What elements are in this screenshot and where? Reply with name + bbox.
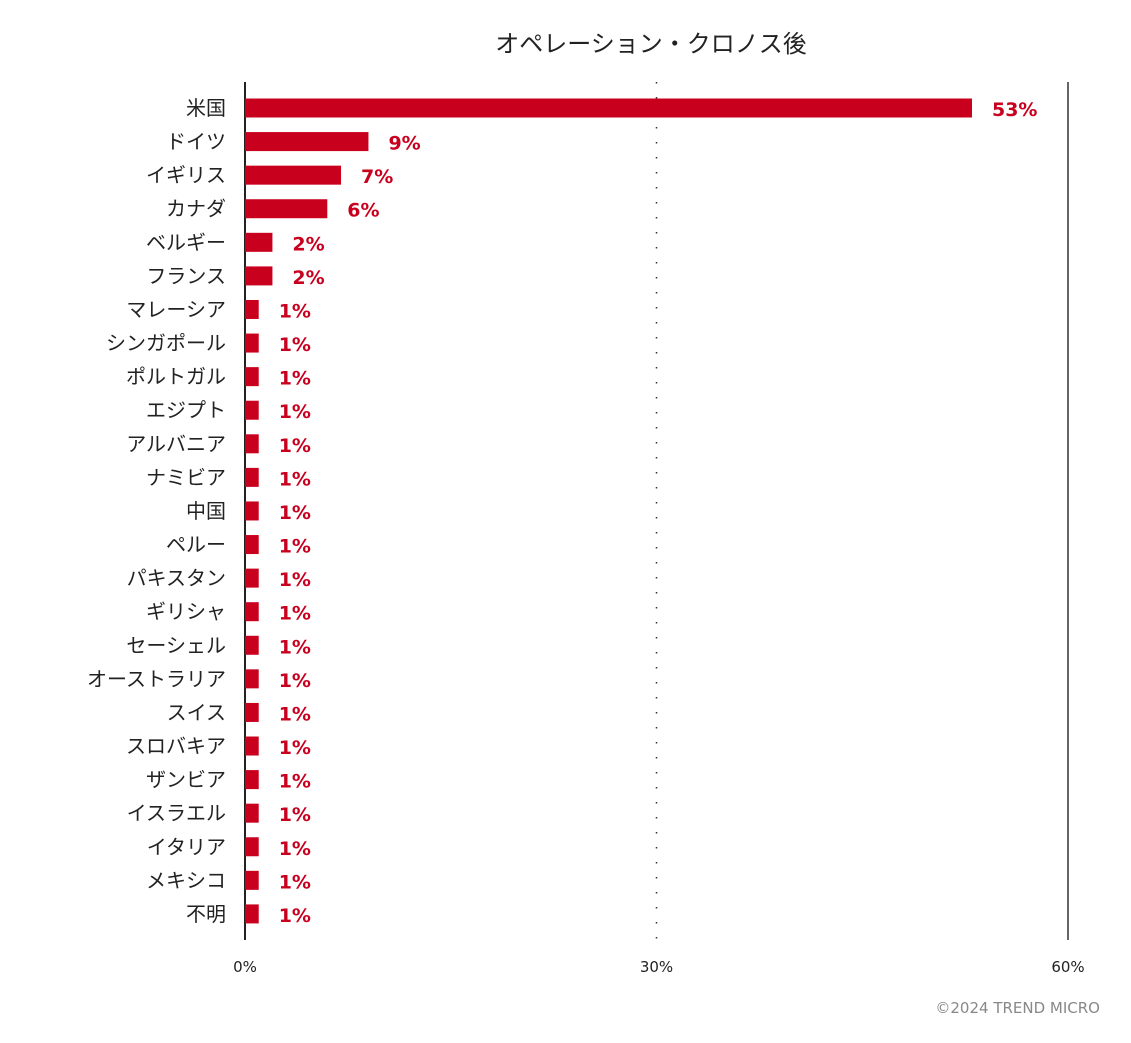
- category-label: ペルー: [166, 533, 226, 557]
- category-label: オーストラリア: [87, 667, 226, 691]
- bar: [245, 299, 259, 319]
- category-label: パキスタン: [127, 566, 226, 590]
- category-label: ドイツ: [166, 130, 226, 154]
- bar: [245, 803, 259, 823]
- value-label: 1%: [279, 502, 311, 524]
- value-label: 1%: [279, 334, 311, 356]
- category-label: イギリス: [146, 163, 226, 187]
- category-label: ポルトガル: [126, 365, 226, 389]
- category-label: 中国: [186, 499, 226, 523]
- bar: [245, 333, 259, 353]
- category-label: スロバキア: [126, 734, 226, 758]
- bar: [245, 736, 259, 756]
- category-label: アルバニア: [126, 432, 226, 456]
- category-label: メキシコ: [146, 868, 226, 892]
- category-label: ザンビア: [146, 768, 226, 792]
- value-label: 2%: [292, 267, 324, 289]
- x-tick-label: 30%: [640, 958, 673, 976]
- category-label: ギリシャ: [146, 600, 226, 624]
- bar: [245, 199, 328, 219]
- category-label: カナダ: [166, 197, 226, 221]
- value-label: 1%: [279, 569, 311, 591]
- value-label: 1%: [279, 636, 311, 658]
- category-label: フランス: [146, 264, 226, 288]
- bar: [245, 165, 342, 185]
- bar: [245, 568, 259, 588]
- value-label: 1%: [279, 771, 311, 793]
- category-label: セーシェル: [126, 633, 226, 657]
- bar: [245, 870, 259, 890]
- category-label: エジプト: [146, 398, 226, 422]
- category-label: ナミビア: [146, 465, 226, 489]
- copyright: ©2024 TREND MICRO: [935, 999, 1100, 1017]
- value-label: 1%: [279, 838, 311, 860]
- bar: [245, 232, 273, 252]
- bar: [245, 635, 259, 655]
- bar: [245, 837, 259, 857]
- category-label: シンガポール: [106, 331, 226, 355]
- bar: [245, 602, 259, 622]
- bar: [245, 98, 972, 118]
- bar: [245, 266, 273, 286]
- value-label: 2%: [292, 233, 324, 255]
- value-label: 1%: [279, 300, 311, 322]
- value-label: 7%: [361, 166, 393, 188]
- bar: [245, 132, 369, 152]
- category-label: イタリア: [147, 835, 226, 859]
- bar: [245, 904, 259, 924]
- value-label: 6%: [347, 200, 379, 222]
- value-label: 1%: [279, 368, 311, 390]
- bar: [245, 434, 259, 454]
- value-label: 9%: [388, 133, 420, 155]
- value-label: 1%: [279, 737, 311, 759]
- category-label: スイス: [167, 700, 226, 724]
- value-label: 1%: [279, 670, 311, 692]
- chart-title: オペレーション・クロノス後: [495, 30, 807, 58]
- bar: [245, 770, 259, 790]
- category-label: 米国: [186, 96, 226, 120]
- category-label: 不明: [186, 902, 226, 926]
- value-label: 1%: [279, 905, 311, 927]
- bar: [245, 535, 259, 555]
- value-label: 1%: [279, 536, 311, 558]
- bar: [245, 467, 259, 487]
- bar: [245, 400, 259, 420]
- category-label: ベルギー: [146, 230, 226, 254]
- bar: [245, 501, 259, 521]
- bar: [245, 702, 259, 722]
- x-tick-label: 0%: [233, 958, 257, 976]
- value-label: 1%: [279, 435, 311, 457]
- value-label: 1%: [279, 804, 311, 826]
- category-label: マレーシア: [126, 297, 226, 321]
- bar: [245, 669, 259, 689]
- value-label: 1%: [279, 468, 311, 490]
- value-label: 1%: [279, 703, 311, 725]
- value-label: 1%: [279, 401, 311, 423]
- bar: [245, 367, 259, 387]
- value-label: 53%: [992, 99, 1037, 121]
- category-label: イスラエル: [127, 801, 226, 825]
- value-label: 1%: [279, 871, 311, 893]
- x-tick-label: 60%: [1051, 958, 1084, 976]
- value-label: 1%: [279, 603, 311, 625]
